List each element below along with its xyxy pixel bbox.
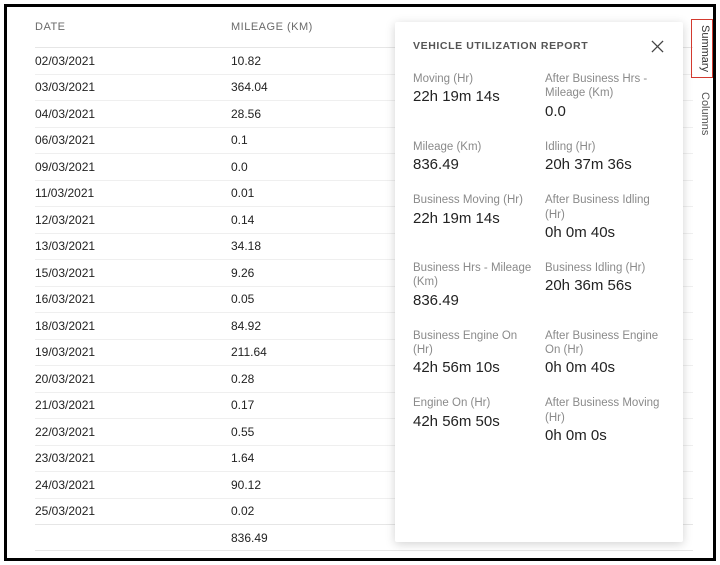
stat-label: After Business Idling (Hr) — [545, 193, 665, 222]
cell-date: 06/03/2021 — [35, 133, 231, 147]
header-date: DATE — [35, 21, 231, 33]
cell-date: 16/03/2021 — [35, 292, 231, 306]
stat-label: After Business Hrs - Mileage (Km) — [545, 72, 665, 101]
cell-date: 19/03/2021 — [35, 345, 231, 359]
panel-title: VEHICLE UTILIZATION REPORT — [413, 40, 588, 52]
cell-date: 18/03/2021 — [35, 319, 231, 333]
panel-stats-grid: Moving (Hr) 22h 19m 14s After Business Hrs… — [413, 72, 665, 444]
app-frame: DATE MILEAGE (KM) 02/03/202110.8203/03/2… — [4, 4, 716, 561]
stat-value: 42h 56m 50s — [413, 413, 533, 430]
stat-block: After Business Idling (Hr) 0h 0m 40s — [545, 193, 665, 241]
stat-label: Mileage (Km) — [413, 140, 533, 154]
stat-label: Business Moving (Hr) — [413, 193, 533, 207]
stat-block: After Business Engine On (Hr)0h 0m 40s — [545, 329, 665, 377]
stat-value: 0h 0m 40s — [545, 359, 665, 376]
cell-date: 24/03/2021 — [35, 478, 231, 492]
cell-date: 09/03/2021 — [35, 160, 231, 174]
side-tabs: Summary Columns — [691, 19, 713, 141]
stat-block: Moving (Hr) 22h 19m 14s — [413, 72, 533, 120]
stat-block: Idling (Hr) 20h 37m 36s — [545, 140, 665, 173]
tab-summary[interactable]: Summary — [691, 19, 713, 78]
stat-value: 20h 36m 56s — [545, 277, 665, 294]
cell-date: 04/03/2021 — [35, 107, 231, 121]
stat-value: 0h 0m 40s — [545, 224, 665, 241]
stat-label: Idling (Hr) — [545, 140, 665, 154]
tab-columns[interactable]: Columns — [691, 86, 713, 141]
cell-date: 23/03/2021 — [35, 451, 231, 465]
stat-block: Business Moving (Hr) 22h 19m 14s — [413, 193, 533, 241]
close-icon[interactable] — [649, 38, 665, 54]
stat-label: Business Engine On (Hr) — [413, 329, 533, 358]
utilization-report-panel: VEHICLE UTILIZATION REPORT Moving (Hr) 22… — [395, 22, 683, 542]
stat-label: After Business Moving (Hr) — [545, 396, 665, 425]
cell-date: 15/03/2021 — [35, 266, 231, 280]
cell-date: 13/03/2021 — [35, 239, 231, 253]
stat-value: 20h 37m 36s — [545, 156, 665, 173]
stat-value: 0.0 — [545, 103, 665, 120]
stat-label: Business Idling (Hr) — [545, 261, 665, 275]
stat-block: After Business Moving (Hr) 0h 0m 0s — [545, 396, 665, 444]
stat-label: Engine On (Hr) — [413, 396, 533, 410]
cell-date: 21/03/2021 — [35, 398, 231, 412]
stat-block: After Business Hrs - Mileage (Km) 0.0 — [545, 72, 665, 120]
stat-block: Mileage (Km) 836.49 — [413, 140, 533, 173]
cell-date: 03/03/2021 — [35, 80, 231, 94]
stat-value: 836.49 — [413, 292, 533, 309]
cell-date: 25/03/2021 — [35, 504, 231, 518]
stat-block: Business Hrs - Mileage (Km) 836.49 — [413, 261, 533, 309]
cell-date: 20/03/2021 — [35, 372, 231, 386]
cell-date: 11/03/2021 — [35, 186, 231, 200]
stat-value: 42h 56m 10s — [413, 359, 533, 376]
cell-date: 22/03/2021 — [35, 425, 231, 439]
cell-date: 12/03/2021 — [35, 213, 231, 227]
stat-label: Moving (Hr) — [413, 72, 533, 86]
stat-value: 22h 19m 14s — [413, 88, 533, 105]
stat-block: Business Engine On (Hr)42h 56m 10s — [413, 329, 533, 377]
panel-header: VEHICLE UTILIZATION REPORT — [413, 38, 665, 54]
stat-value: 0h 0m 0s — [545, 427, 665, 444]
stat-value: 836.49 — [413, 156, 533, 173]
stat-value: 22h 19m 14s — [413, 210, 533, 227]
stat-block: Business Idling (Hr) 20h 36m 56s — [545, 261, 665, 309]
stat-block: Engine On (Hr) 42h 56m 50s — [413, 396, 533, 444]
stat-label: Business Hrs - Mileage (Km) — [413, 261, 533, 290]
cell-date: 02/03/2021 — [35, 54, 231, 68]
stat-label: After Business Engine On (Hr) — [545, 329, 665, 358]
